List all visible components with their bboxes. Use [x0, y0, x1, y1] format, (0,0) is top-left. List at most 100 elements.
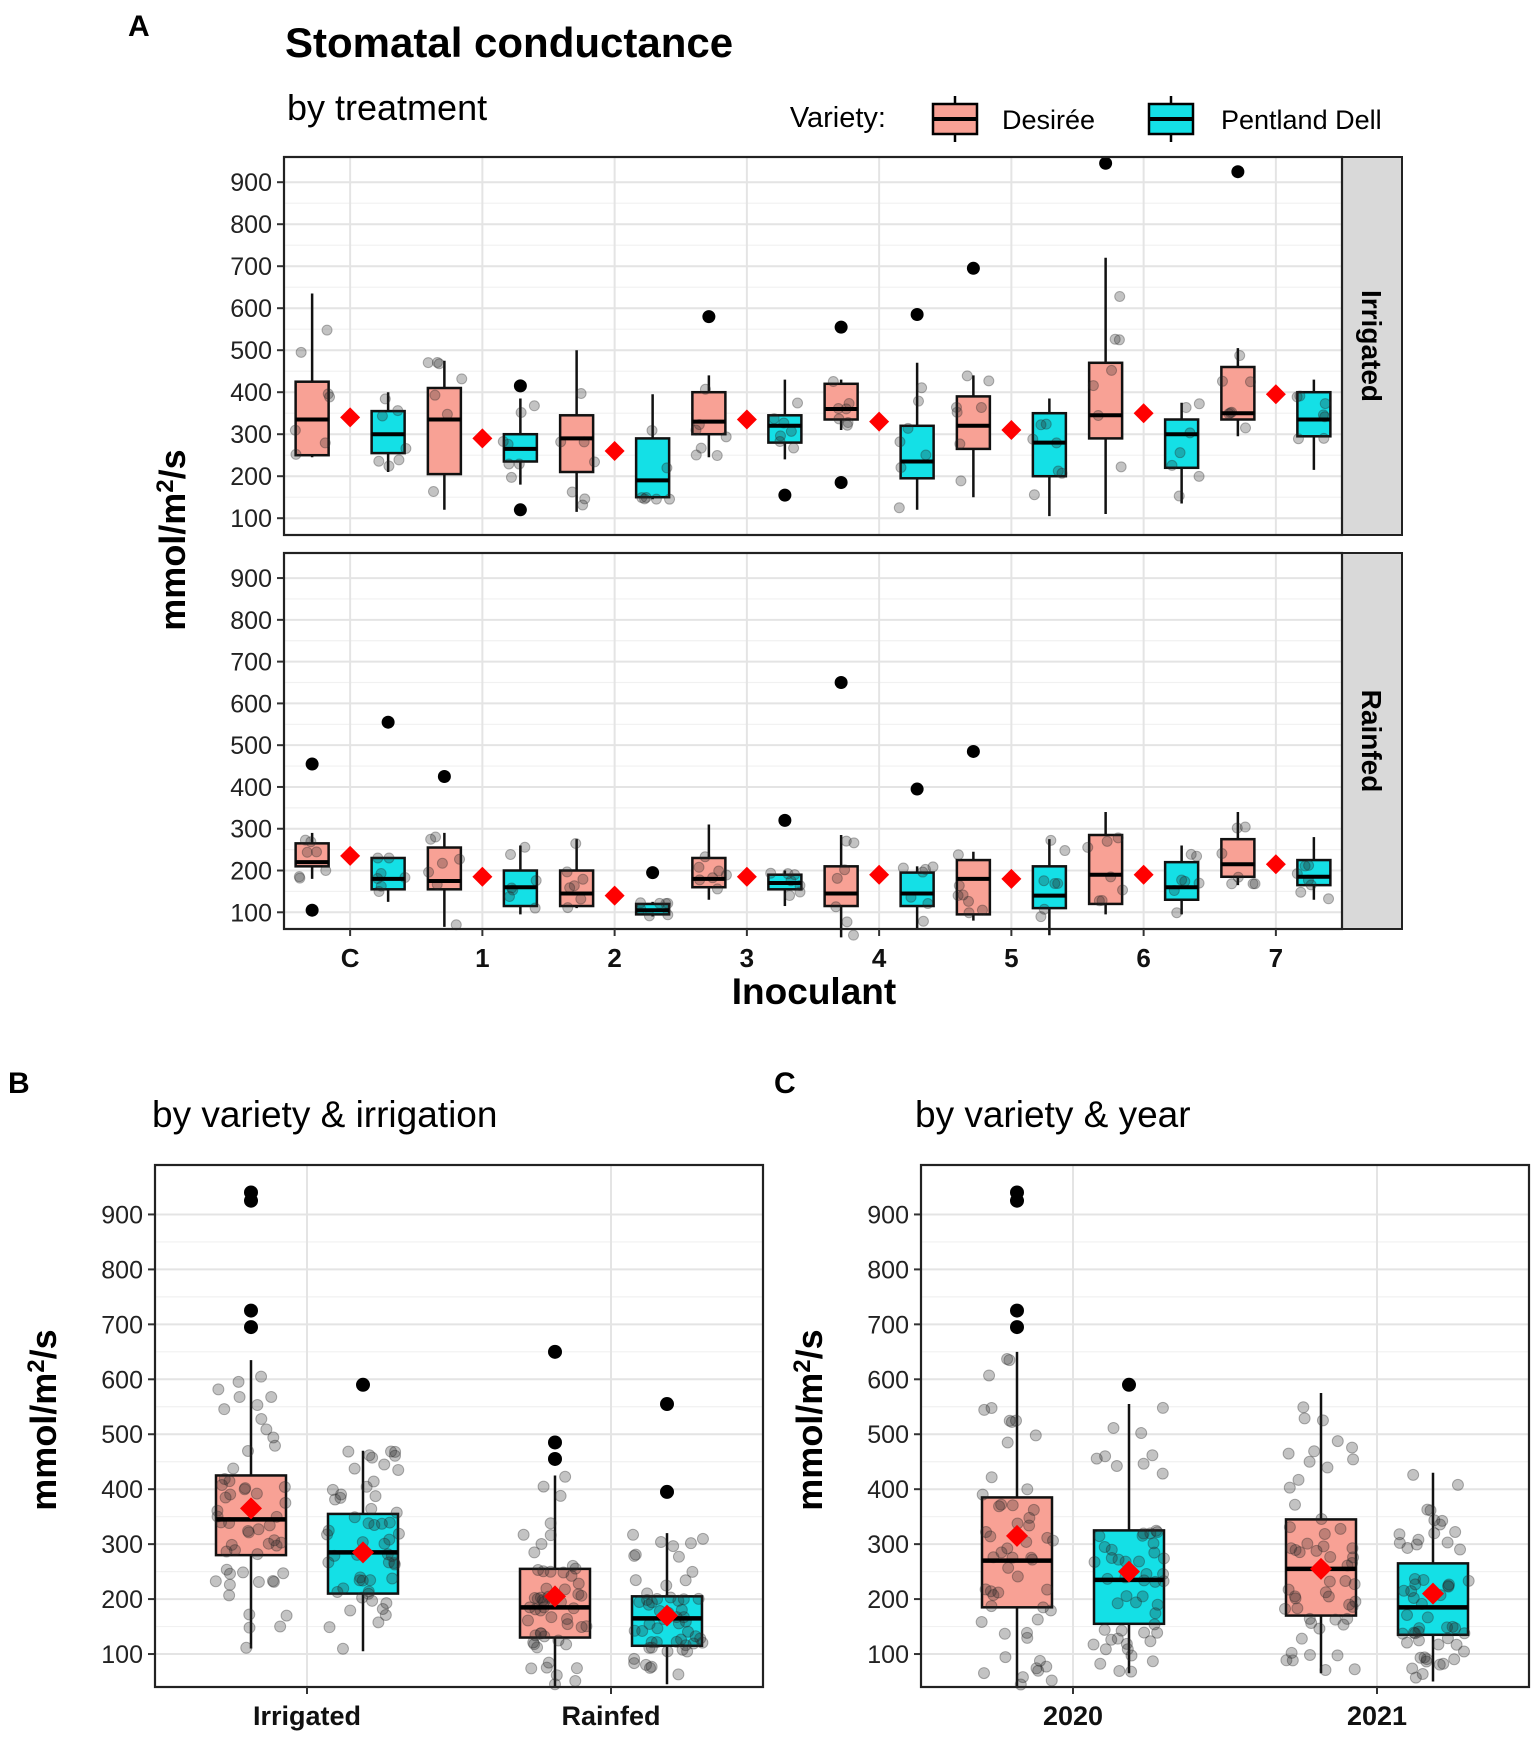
jitter-point — [1144, 1527, 1157, 1540]
jitter-point — [530, 875, 542, 887]
jitter-point — [1020, 1626, 1033, 1639]
jitter-point — [293, 871, 305, 883]
jitter-point — [368, 1519, 381, 1532]
jitter-point — [995, 1498, 1008, 1511]
panel-c-y-axis-label: mmol/m2/s — [789, 1329, 830, 1510]
mean-marker — [1133, 864, 1154, 885]
jitter-point — [627, 1528, 640, 1541]
jitter-point — [550, 1669, 563, 1682]
jitter-point — [651, 1592, 664, 1605]
jitter-point — [920, 449, 932, 461]
jitter-point — [392, 1463, 405, 1476]
jitter-point — [1288, 1590, 1301, 1603]
jitter-point — [831, 872, 843, 884]
jitter-point — [782, 868, 794, 880]
mean-marker — [1422, 1582, 1444, 1605]
jitter-point — [977, 1667, 990, 1680]
jitter-point — [1462, 1574, 1475, 1587]
jitter-point — [279, 1496, 292, 1509]
jitter-point — [323, 1621, 336, 1634]
jitter-point — [897, 862, 909, 874]
figure-title: Stomatal conductance — [285, 19, 733, 66]
panel-a-irrigated-y-tick-label: 900 — [230, 169, 272, 197]
jitter-point — [646, 424, 658, 436]
jitter-point — [1105, 1543, 1118, 1556]
jitter-point — [1037, 1601, 1050, 1614]
jitter-point — [711, 450, 723, 462]
jitter-point — [362, 1517, 375, 1530]
jitter-point — [774, 430, 786, 442]
jitter-point — [1040, 1660, 1053, 1673]
jitter-point — [1446, 1620, 1459, 1633]
outlier-point — [1010, 1303, 1024, 1318]
jitter-point — [768, 413, 780, 425]
jitter-point — [1136, 1529, 1149, 1542]
jitter-point — [675, 1603, 688, 1616]
jitter-point — [223, 1475, 236, 1488]
jitter-point — [633, 1596, 646, 1609]
panel-c-y-tick-label: 900 — [867, 1201, 909, 1229]
jitter-point — [1303, 1455, 1316, 1468]
jitter-point — [713, 865, 725, 877]
jitter-point — [628, 1652, 641, 1665]
jitter-point — [1216, 848, 1228, 860]
jitter-point — [1450, 1638, 1463, 1651]
jitter-point — [1291, 391, 1303, 403]
jitter-point — [364, 1574, 377, 1587]
jitter-point — [1441, 1536, 1454, 1549]
outlier-point — [910, 782, 924, 796]
jitter-point — [1120, 1590, 1133, 1603]
jitter-point — [379, 1608, 392, 1621]
jitter-point — [1449, 1525, 1462, 1538]
jitter-point — [527, 1636, 540, 1649]
jitter-point — [1112, 1553, 1125, 1566]
jitter-point — [1417, 1574, 1430, 1587]
jitter-point — [1059, 845, 1071, 857]
jitter-point — [238, 1483, 251, 1496]
panel-a-irrigated-y-tick-label: 500 — [230, 337, 272, 365]
panel-a-rainfed-box-pentland-dell-5 — [1031, 834, 1071, 936]
jitter-point — [1428, 1514, 1441, 1527]
jitter-point — [841, 419, 853, 431]
jitter-point — [393, 454, 405, 466]
jitter-point — [242, 1524, 255, 1537]
jitter-point — [963, 907, 975, 919]
jitter-point — [362, 1585, 375, 1598]
jitter-point — [629, 1574, 642, 1587]
jitter-point — [650, 1636, 663, 1649]
jitter-point — [505, 848, 517, 860]
jitter-point — [635, 897, 647, 909]
jitter-point — [774, 435, 786, 447]
jitter-point — [1407, 1626, 1420, 1639]
outlier-point — [646, 866, 660, 880]
jitter-point — [1088, 1556, 1101, 1569]
jitter-point — [1305, 1617, 1318, 1630]
jitter-point — [558, 1583, 571, 1596]
jitter-point — [267, 1575, 280, 1588]
panel-b-panel-border — [153, 1163, 765, 1689]
iqr-box — [1031, 411, 1068, 478]
outlier-point — [1010, 1320, 1024, 1335]
jitter-point — [699, 851, 711, 863]
jitter-point — [1114, 290, 1126, 302]
jitter-point — [529, 902, 541, 914]
jitter-point — [531, 1641, 544, 1654]
panel-c-x-tick-label: 2020 — [1043, 1701, 1103, 1731]
jitter-point — [390, 1506, 403, 1519]
jitter-point — [1093, 895, 1105, 907]
jitter-point — [1433, 1658, 1446, 1671]
jitter-point — [985, 1600, 998, 1613]
jitter-point — [1056, 467, 1068, 479]
jitter-point — [675, 1633, 688, 1646]
jitter-point — [528, 1638, 541, 1651]
jitter-point — [243, 1608, 256, 1621]
panel-letter-b: B — [8, 1067, 30, 1100]
iqr-box — [426, 386, 463, 476]
jitter-point — [1098, 1540, 1111, 1553]
jitter-point — [983, 375, 995, 387]
iqr-box — [767, 414, 803, 444]
jitter-point — [383, 852, 395, 864]
jitter-point — [252, 1523, 265, 1536]
jitter-point — [242, 1526, 255, 1539]
jitter-point — [1113, 334, 1125, 346]
